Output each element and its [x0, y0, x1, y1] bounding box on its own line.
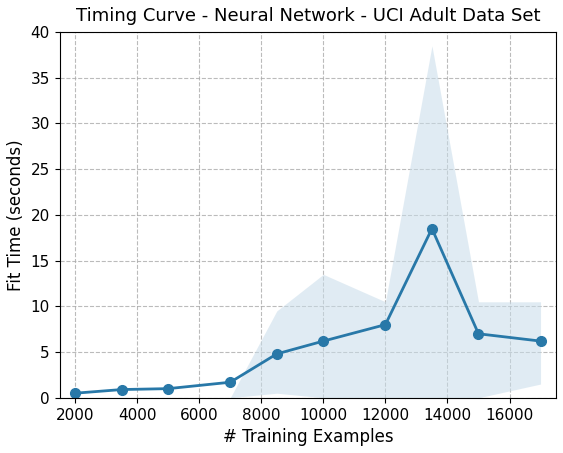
Title: Timing Curve - Neural Network - UCI Adult Data Set: Timing Curve - Neural Network - UCI Adul…	[75, 7, 540, 25]
X-axis label: # Training Examples: # Training Examples	[222, 428, 393, 446]
Y-axis label: Fit Time (seconds): Fit Time (seconds)	[7, 139, 25, 291]
